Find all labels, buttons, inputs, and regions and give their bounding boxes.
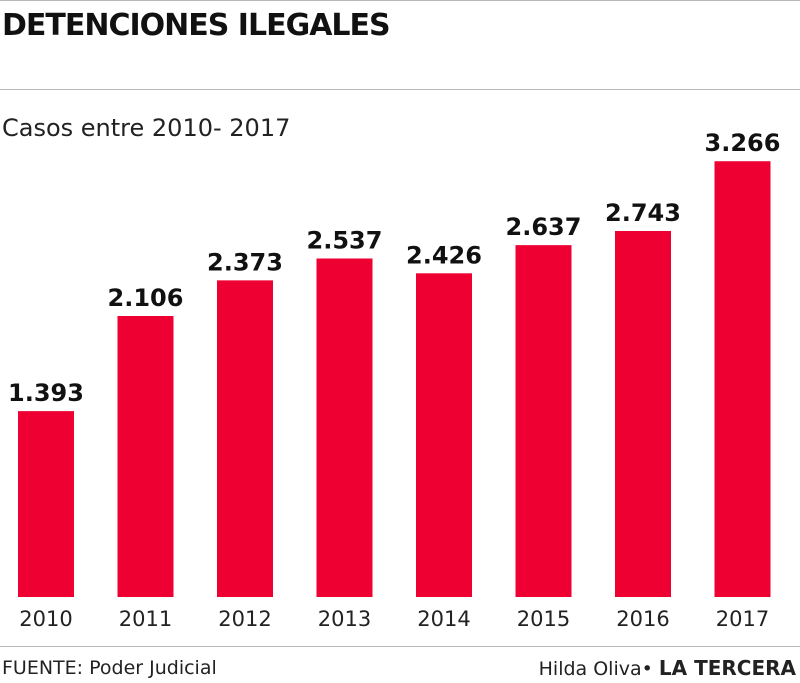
- bar-2013: [316, 258, 373, 597]
- bar-2016: [615, 231, 671, 597]
- bar-2012: [217, 280, 273, 597]
- value-label-2016: 2.743: [605, 199, 681, 227]
- top-rule: [0, 0, 800, 1]
- x-tick-label-2014: 2014: [417, 607, 470, 631]
- bar-2017: [714, 161, 771, 597]
- x-tick-label-2013: 2013: [318, 607, 371, 631]
- byline: Hilda Oliva• LA TERCERA: [539, 656, 796, 680]
- value-label-2012: 2.373: [207, 248, 283, 276]
- bar-2014: [416, 273, 472, 597]
- x-tick-label-2010: 2010: [19, 607, 72, 631]
- value-label-2010: 1.393: [8, 379, 84, 407]
- value-label-2011: 2.106: [108, 284, 184, 312]
- bar-2015: [515, 245, 572, 597]
- x-tick-label-2016: 2016: [616, 607, 669, 631]
- bar-2011: [117, 315, 174, 597]
- chart-subtitle: Casos entre 2010- 2017: [2, 114, 291, 142]
- x-tick-label-2015: 2015: [517, 607, 570, 631]
- value-label-2015: 2.637: [506, 213, 582, 241]
- value-label-2013: 2.537: [307, 226, 383, 254]
- value-label-2017: 3.266: [705, 130, 781, 157]
- x-tick-label-2012: 2012: [218, 607, 271, 631]
- x-tick-label-2017: 2017: [716, 607, 769, 631]
- bar-2010: [18, 411, 74, 597]
- value-label-2014: 2.426: [406, 241, 482, 269]
- brand-name: LA TERCERA: [658, 656, 796, 680]
- x-tick-label-2011: 2011: [119, 607, 172, 631]
- author-name: Hilda Oliva: [538, 658, 642, 680]
- bar-chart: 1.393 2010 2.106 2011 2.373 2012 2.537 2013 2.42…: [8, 130, 781, 631]
- source-credit: FUENTE: Poder Judicial: [2, 657, 217, 679]
- header-rule: [0, 89, 800, 90]
- separator-dot: •: [641, 658, 653, 680]
- chart-title: DETENCIONES ILEGALES: [2, 8, 391, 43]
- footer-rule: [0, 646, 800, 647]
